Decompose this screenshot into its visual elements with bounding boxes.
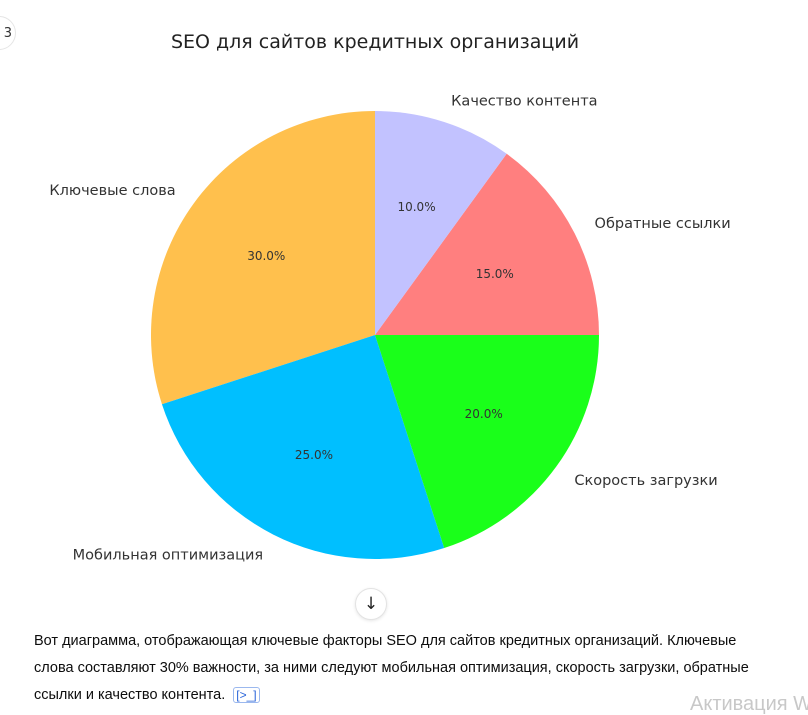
answer-text: Вот диаграмма, отображающая ключевые фак…: [34, 633, 749, 703]
watermark: Активация Wi: [690, 693, 808, 715]
slice-label: Скорость загрузки: [574, 473, 717, 489]
pie-slice: [375, 111, 507, 335]
pct-label: 30.0%: [247, 249, 285, 263]
code-interpreter-icon[interactable]: [>_]: [233, 687, 260, 703]
pie-chart: SEO для сайтов кредитных организаций 30.…: [49, 31, 731, 564]
scroll-down-button[interactable]: ↓: [355, 588, 387, 620]
pct-label: 15.0%: [476, 267, 514, 281]
slice-label: Качество контента: [451, 94, 597, 110]
slice-label: Мобильная оптимизация: [73, 548, 263, 564]
pie-slice: [375, 153, 599, 335]
assistant-message: Вот диаграмма, отображающая ключевые фак…: [34, 628, 774, 709]
pct-label: 20.0%: [465, 407, 503, 421]
slice-label: Обратные ссылки: [595, 216, 731, 232]
pie-slice: [375, 335, 599, 549]
chart-title: SEO для сайтов кредитных организаций: [171, 31, 579, 53]
pct-label: 25.0%: [295, 448, 333, 462]
slice-label: Ключевые слова: [49, 183, 175, 199]
pie-slice: [161, 335, 445, 560]
arrow-down-icon: ↓: [363, 594, 379, 614]
pie-slice: [150, 111, 375, 405]
pct-label: 10.0%: [397, 200, 435, 214]
